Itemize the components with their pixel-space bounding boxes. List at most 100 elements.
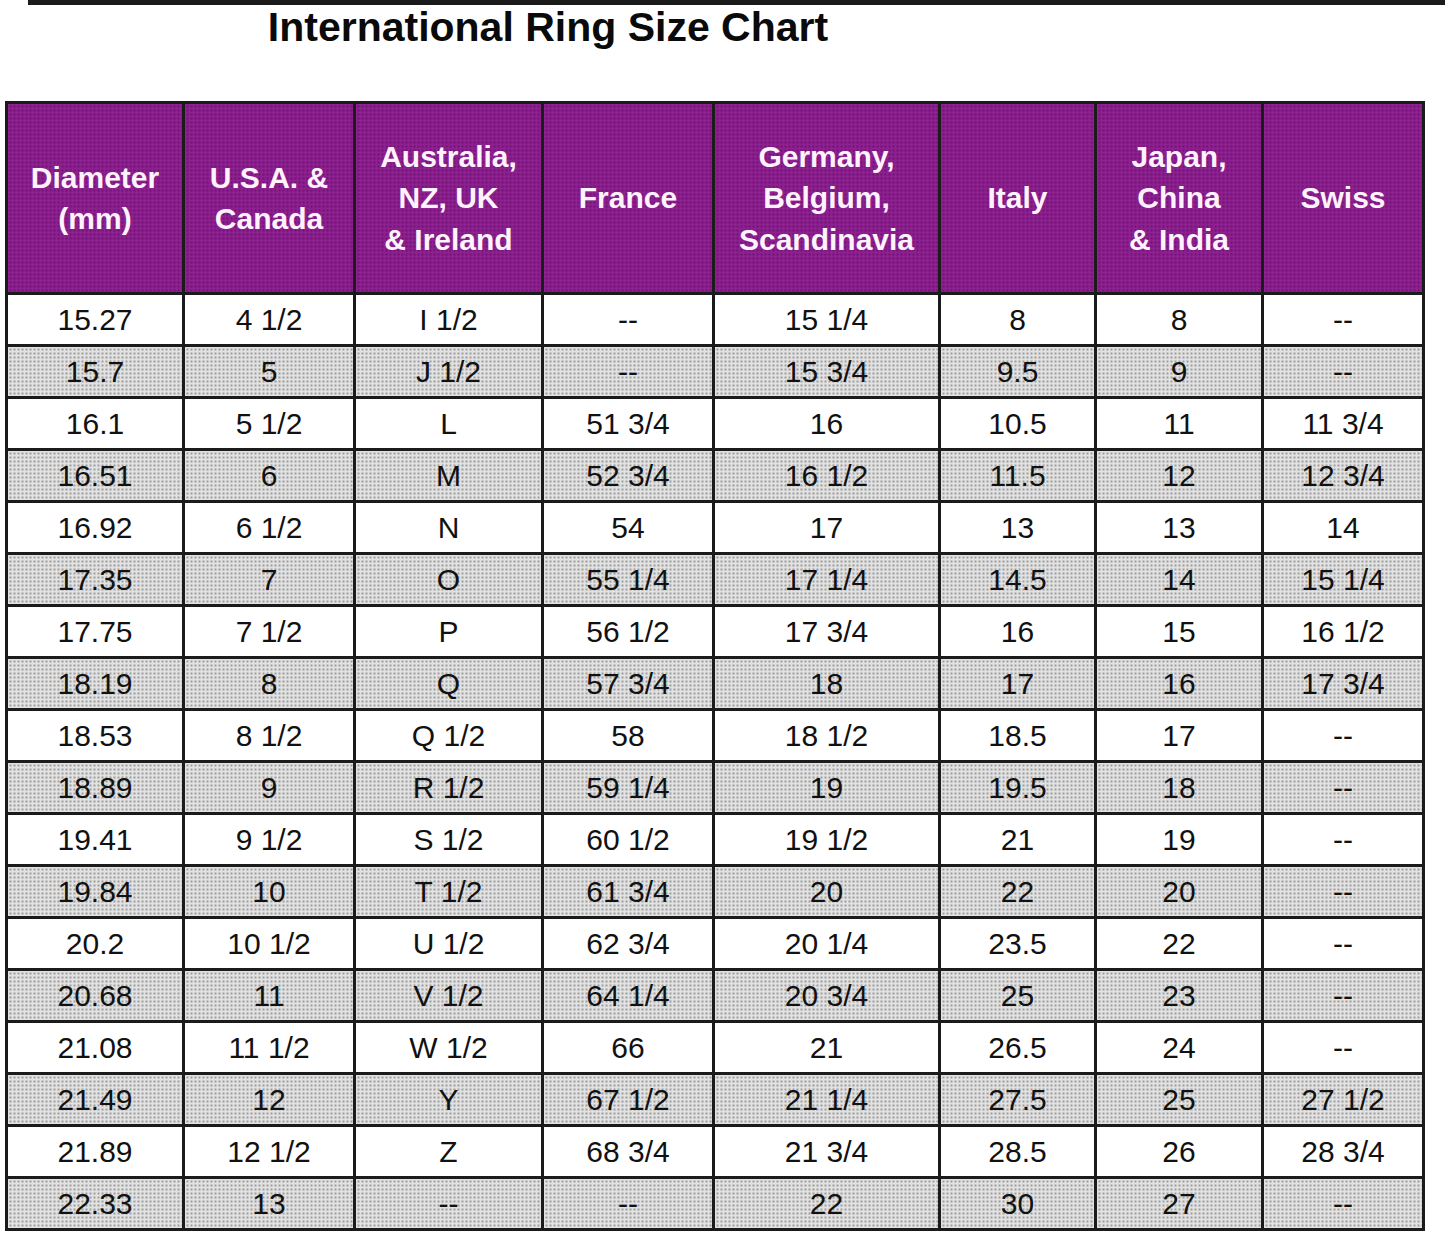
table-cell: 16 1/2 [714,450,940,502]
column-header-france: France [543,103,714,294]
table-cell: 20 [714,866,940,918]
table-cell: 6 [184,450,355,502]
table-row: 21.8912 1/2Z68 3/421 3/428.52628 3/4 [7,1126,1424,1178]
table-cell: 25 [1096,1074,1263,1126]
table-cell: 4 1/2 [184,294,355,346]
table-cell: 21.49 [7,1074,184,1126]
table-cell: 58 [543,710,714,762]
table-row: 18.899R 1/259 1/41919.518-- [7,762,1424,814]
table-cell: -- [1263,294,1424,346]
table-cell: 16 [1096,658,1263,710]
table-cell: P [355,606,543,658]
table-cell: 19 1/2 [714,814,940,866]
table-cell: 15 3/4 [714,346,940,398]
table-cell: 9 [1096,346,1263,398]
table-cell: 7 [184,554,355,606]
table-cell: M [355,450,543,502]
table-cell: 18.53 [7,710,184,762]
table-cell: 20.68 [7,970,184,1022]
table-cell: 9 [184,762,355,814]
table-cell: 8 [940,294,1096,346]
table-row: 18.198Q57 3/418171617 3/4 [7,658,1424,710]
table-cell: 20 [1096,866,1263,918]
table-row: 20.210 1/2U 1/262 3/420 1/423.522-- [7,918,1424,970]
table-cell: I 1/2 [355,294,543,346]
table-cell: -- [1263,762,1424,814]
column-header-germany-belgium-scandinavia: Germany,Belgium,Scandinavia [714,103,940,294]
table-cell: 8 [184,658,355,710]
table-cell: 6 1/2 [184,502,355,554]
table-cell: 19.5 [940,762,1096,814]
column-header-diameter-mm: Diameter(mm) [7,103,184,294]
table-cell: 16.92 [7,502,184,554]
table-row: 17.357O55 1/417 1/414.51415 1/4 [7,554,1424,606]
table-row: 21.0811 1/2W 1/2662126.524-- [7,1022,1424,1074]
table-cell: 8 [1096,294,1263,346]
table-cell: 23.5 [940,918,1096,970]
table-cell: -- [543,1178,714,1230]
page-title: International Ring Size Chart [0,4,1096,51]
table-cell: 5 1/2 [184,398,355,450]
table-cell: 27 [1096,1178,1263,1230]
table-header-row: Diameter(mm)U.S.A. &CanadaAustralia,NZ, … [7,103,1424,294]
table-cell: 18.89 [7,762,184,814]
table-row: 16.516M52 3/416 1/211.51212 3/4 [7,450,1424,502]
table-cell: 12 [1096,450,1263,502]
table-cell: 27 1/2 [1263,1074,1424,1126]
table-cell: -- [1263,918,1424,970]
table-row: 15.75J 1/2--15 3/49.59-- [7,346,1424,398]
column-header-u-s-a-canada: U.S.A. &Canada [184,103,355,294]
table-row: 17.757 1/2P56 1/217 3/4161516 1/2 [7,606,1424,658]
table-cell: 17 3/4 [1263,658,1424,710]
table-cell: 12 3/4 [1263,450,1424,502]
table-cell: N [355,502,543,554]
table-cell: 52 3/4 [543,450,714,502]
table-cell: 19.84 [7,866,184,918]
table-cell: 20 3/4 [714,970,940,1022]
table-cell: 16 1/2 [1263,606,1424,658]
table-cell: 13 [1096,502,1263,554]
table-cell: 59 1/4 [543,762,714,814]
table-cell: 11 3/4 [1263,398,1424,450]
table-cell: 24 [1096,1022,1263,1074]
table-cell: 9 1/2 [184,814,355,866]
table-cell: 19.41 [7,814,184,866]
table-cell: 11.5 [940,450,1096,502]
table-cell: R 1/2 [355,762,543,814]
table-cell: 19 [714,762,940,814]
table-cell: 64 1/4 [543,970,714,1022]
table-cell: 10.5 [940,398,1096,450]
table-cell: -- [1263,866,1424,918]
table-cell: 61 3/4 [543,866,714,918]
table-cell: 20.2 [7,918,184,970]
table-cell: -- [543,294,714,346]
table-cell: 54 [543,502,714,554]
table-cell: 57 3/4 [543,658,714,710]
table-cell: 56 1/2 [543,606,714,658]
table-cell: 55 1/4 [543,554,714,606]
table-cell: 19 [1096,814,1263,866]
table-cell: 21 [940,814,1096,866]
table-cell: -- [1263,970,1424,1022]
table-cell: 30 [940,1178,1096,1230]
table-cell: 5 [184,346,355,398]
table-cell: 15.7 [7,346,184,398]
column-header-italy: Italy [940,103,1096,294]
table-cell: -- [1263,346,1424,398]
table-row: 15.274 1/2I 1/2--15 1/488-- [7,294,1424,346]
table-cell: 18 1/2 [714,710,940,762]
table-cell: 18 [714,658,940,710]
table-cell: 17 [1096,710,1263,762]
table-cell: -- [1263,1022,1424,1074]
table-cell: 51 3/4 [543,398,714,450]
table-cell: 21.08 [7,1022,184,1074]
table-cell: 28 3/4 [1263,1126,1424,1178]
table-cell: 66 [543,1022,714,1074]
table-row: 16.15 1/2L51 3/41610.51111 3/4 [7,398,1424,450]
table-cell: 27.5 [940,1074,1096,1126]
table-cell: 22 [714,1178,940,1230]
table-cell: 20 1/4 [714,918,940,970]
table-cell: 15.27 [7,294,184,346]
table-cell: Y [355,1074,543,1126]
table-cell: 21 3/4 [714,1126,940,1178]
